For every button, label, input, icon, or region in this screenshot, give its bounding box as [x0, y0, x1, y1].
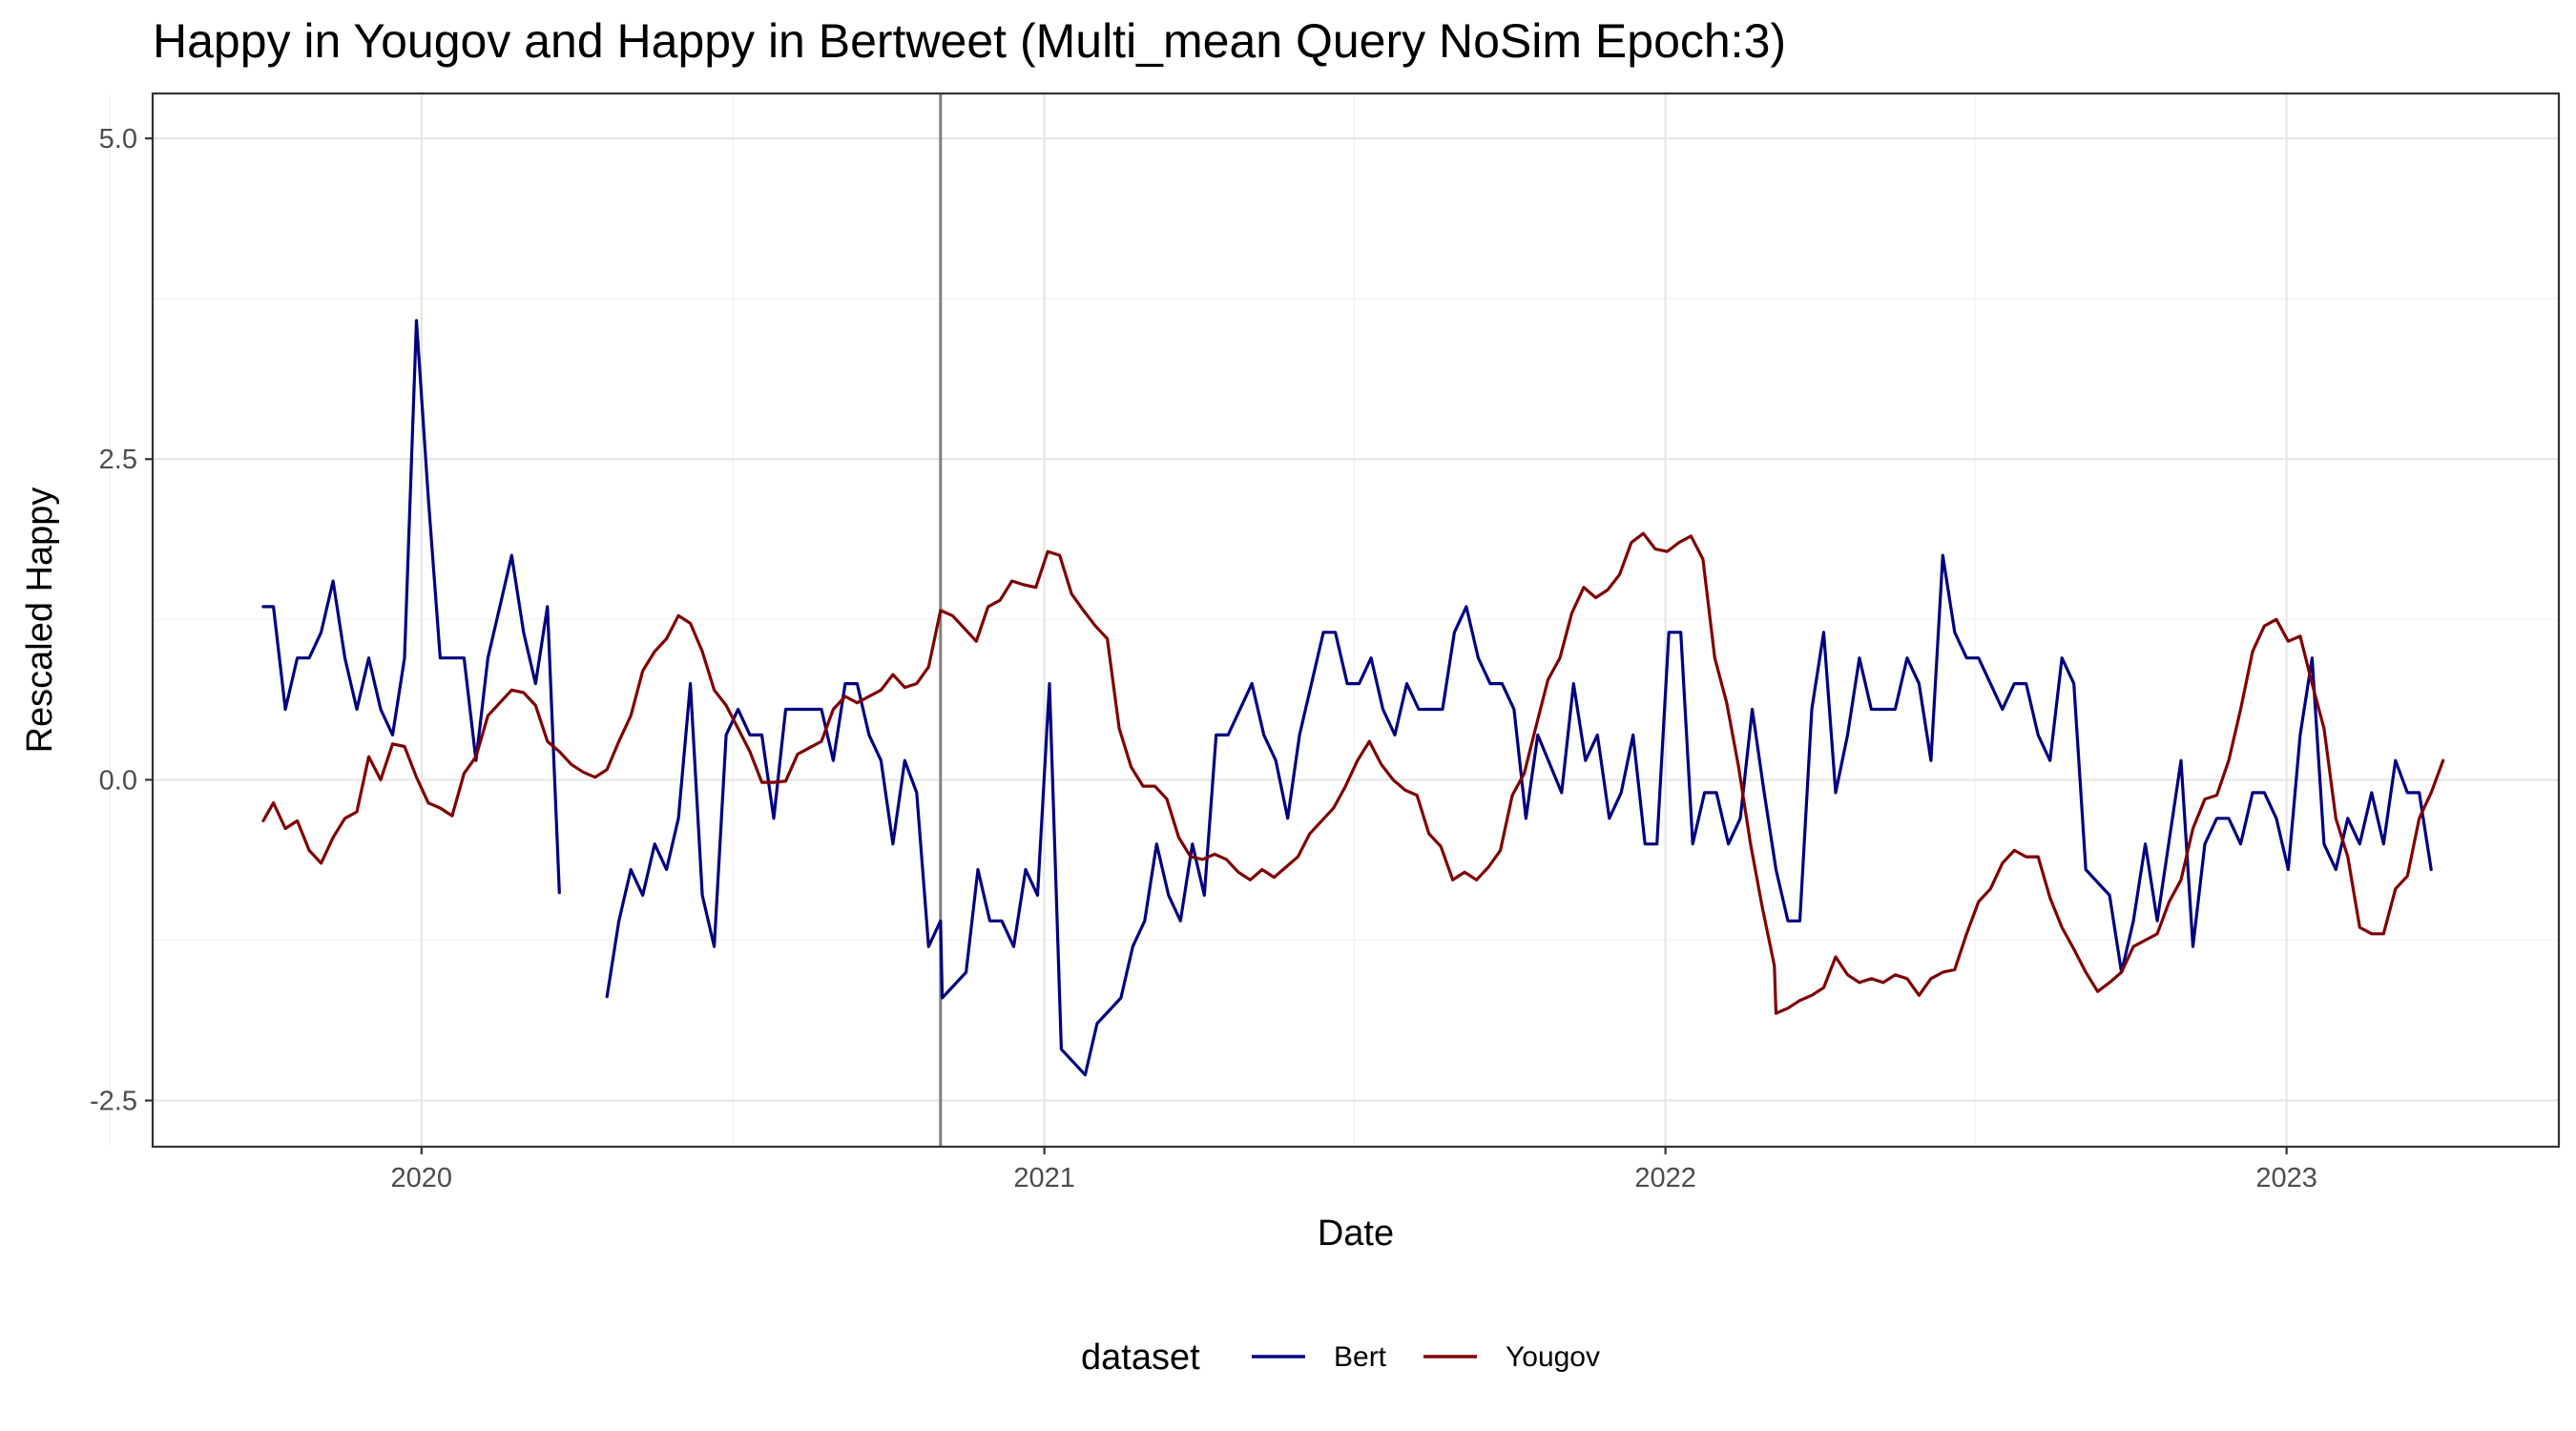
- legend-items: Bert Yougov: [1252, 1341, 1600, 1373]
- x-axis-ticks: 2020 2021 2022 2023: [391, 1147, 2317, 1193]
- y-tick-label: 0.0: [99, 765, 137, 796]
- y-axis-title: Rescaled Happy: [20, 487, 60, 754]
- series-line-yougov: [261, 531, 2445, 1015]
- y-tick-label: -2.5: [90, 1087, 137, 1117]
- legend-label-yougov: Yougov: [1506, 1341, 1600, 1373]
- y-axis-ticks: 5.0 2.5 0.0 -2.5: [90, 124, 153, 1117]
- chart-title: Happy in Yougov and Happy in Bertweet (M…: [153, 14, 1786, 68]
- y-tick-label: 2.5: [99, 445, 137, 475]
- plot-panel-border: [151, 92, 2561, 1149]
- grid: [109, 93, 2559, 1147]
- x-tick-label: 2020: [391, 1163, 453, 1193]
- y-tick-label: 5.0: [99, 124, 137, 155]
- series-layer: [261, 319, 2445, 1077]
- x-tick-label: 2023: [2255, 1163, 2317, 1193]
- x-tick-label: 2022: [1634, 1163, 1696, 1193]
- legend: dataset Bert Yougov: [1081, 1338, 1600, 1378]
- legend-title: dataset: [1081, 1338, 1200, 1378]
- legend-label-bert: Bert: [1334, 1341, 1387, 1373]
- series-line-bert: [261, 319, 2433, 1077]
- x-tick-label: 2021: [1013, 1163, 1075, 1193]
- x-axis-title: Date: [1318, 1213, 1394, 1254]
